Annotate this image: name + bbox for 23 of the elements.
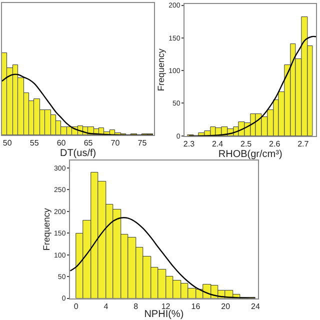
x-tick-label: 12 [161, 302, 171, 311]
y-axis-title: Frequency [41, 208, 52, 251]
x-tick-label: 2.7 [298, 139, 310, 148]
x-tick-label: 50 [2, 138, 12, 148]
x-axis-title: DT(us/f) [60, 148, 96, 159]
y-axis-title: Frequency [156, 48, 166, 92]
x-tick-label: 2.3 [183, 139, 196, 148]
x-axis-title: NPHI(%) [144, 309, 184, 320]
x-tick-label: 24 [251, 302, 260, 311]
x-tick-label: 65 [84, 138, 94, 148]
x-tick-label: 75 [138, 138, 148, 148]
x-tick-label: 8 [134, 302, 139, 311]
x-tick-label: 55 [30, 138, 40, 148]
x-tick-label: 2.6 [269, 139, 281, 148]
x-tick-label: 2.4 [212, 139, 224, 148]
x-tick-label: 2.5 [240, 139, 252, 148]
x-tick-label: 60 [56, 138, 66, 148]
x-tick-label: 0 [74, 302, 79, 311]
x-tick-label: 4 [104, 302, 109, 311]
x-tick-label: 16 [191, 302, 201, 311]
x-tick-label: 20 [221, 302, 231, 311]
x-tick-label: 70 [110, 138, 120, 148]
x-axis-title: RHOB(gr/cm³) [218, 148, 282, 160]
